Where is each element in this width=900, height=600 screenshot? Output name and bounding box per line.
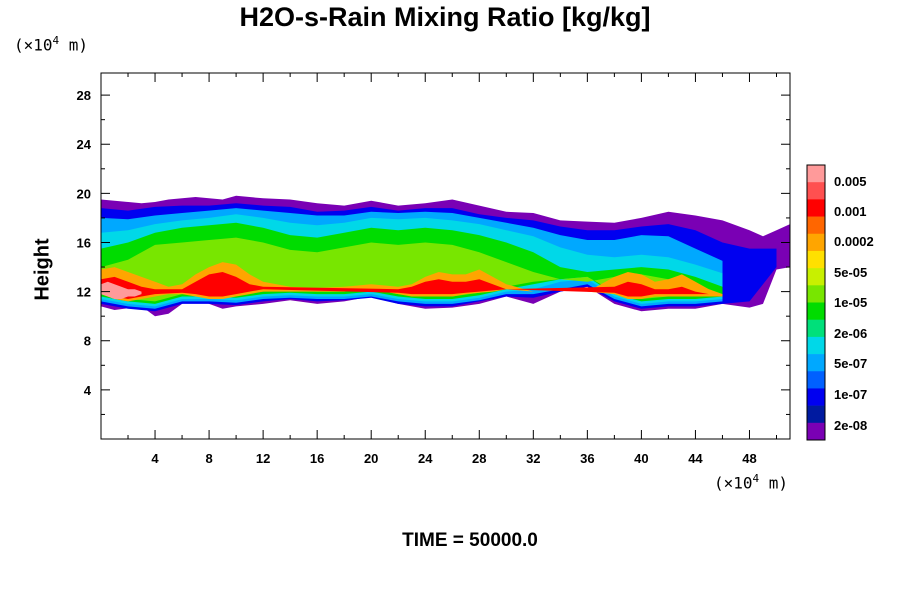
y-unit-exponent: 4 (52, 34, 60, 47)
contour-band-0.0002 (101, 262, 723, 302)
colorbar-label: 2e-08 (834, 418, 867, 433)
y-axis-unit: (×104 m) (14, 34, 88, 54)
y-tick-label: 12 (77, 285, 91, 300)
x-tick-label: 36 (580, 451, 594, 466)
colorbar-swatch (807, 319, 825, 338)
plot-frame (100, 72, 791, 440)
colorbar-swatch (807, 268, 825, 286)
x-tick-label: 16 (310, 451, 324, 466)
y-tick-label: 28 (77, 88, 91, 103)
contour-fills (101, 195, 790, 317)
x-tick-label: 48 (742, 451, 756, 466)
colorbar-label: 0.0002 (834, 234, 874, 249)
x-unit-prefix: (×10 (714, 473, 753, 493)
y-unit-suffix: m) (59, 35, 89, 55)
colorbar-swatch (807, 285, 825, 303)
x-tick-label: 12 (256, 451, 270, 466)
colorbar-swatch (807, 250, 825, 269)
contour-band-0.001 (101, 272, 709, 299)
y-tick-label: 16 (77, 235, 91, 250)
colorbar-label: 0.001 (834, 204, 867, 219)
colorbar-swatch (807, 354, 825, 372)
x-tick-label: 20 (364, 451, 378, 466)
colorbar-swatch (807, 233, 825, 252)
x-tick-label: 4 (151, 451, 159, 466)
x-unit-exponent: 4 (752, 472, 760, 485)
colorbar-swatch (807, 216, 825, 235)
colorbar-label: 5e-07 (834, 356, 867, 371)
colorbar-swatch (807, 182, 825, 200)
contour-band-0.005 (101, 281, 142, 299)
colorbar-label: 1e-05 (834, 295, 867, 310)
colorbar-swatch (807, 405, 825, 424)
colorbar-label: 2e-06 (834, 326, 867, 341)
x-axis-unit: (×104 m) (714, 472, 788, 492)
colorbar-swatch (807, 422, 825, 441)
y-tick-label: 24 (77, 137, 92, 152)
colorbar-frame (806, 164, 826, 441)
x-tick-label: 40 (634, 451, 648, 466)
colorbar-swatch (807, 302, 825, 320)
colorbar-swatch (807, 165, 825, 183)
colorbar-label: 1e-07 (834, 387, 867, 402)
x-tick-label: 44 (688, 451, 703, 466)
x-unit-suffix: m) (759, 473, 789, 493)
colorbar-swatch (807, 199, 825, 217)
colorbar-swatch (807, 388, 825, 406)
y-tick-label: 4 (84, 383, 92, 398)
colorbar-swatch (807, 336, 825, 355)
x-tick-label: 28 (472, 451, 486, 466)
x-tick-label: 24 (418, 451, 433, 466)
colorbar-label: 0.005 (834, 174, 867, 189)
y-tick-label: 8 (84, 334, 91, 349)
chart-title: H2O-s-Rain Mixing Ratio [kg/kg] (239, 2, 651, 32)
y-tick-label: 20 (77, 186, 91, 201)
colorbar-swatch (807, 371, 825, 389)
colorbar-label: 5e-05 (834, 265, 867, 280)
x-tick-label: 8 (205, 451, 212, 466)
time-label: TIME = 50000.0 (402, 530, 538, 551)
x-tick-label: 32 (526, 451, 540, 466)
colorbar: 0.005 0.001 0.0002 5e-05 1e-05 2e-06 5e-07 1e-0… (806, 164, 874, 441)
y-unit-prefix: (×10 (14, 35, 53, 55)
